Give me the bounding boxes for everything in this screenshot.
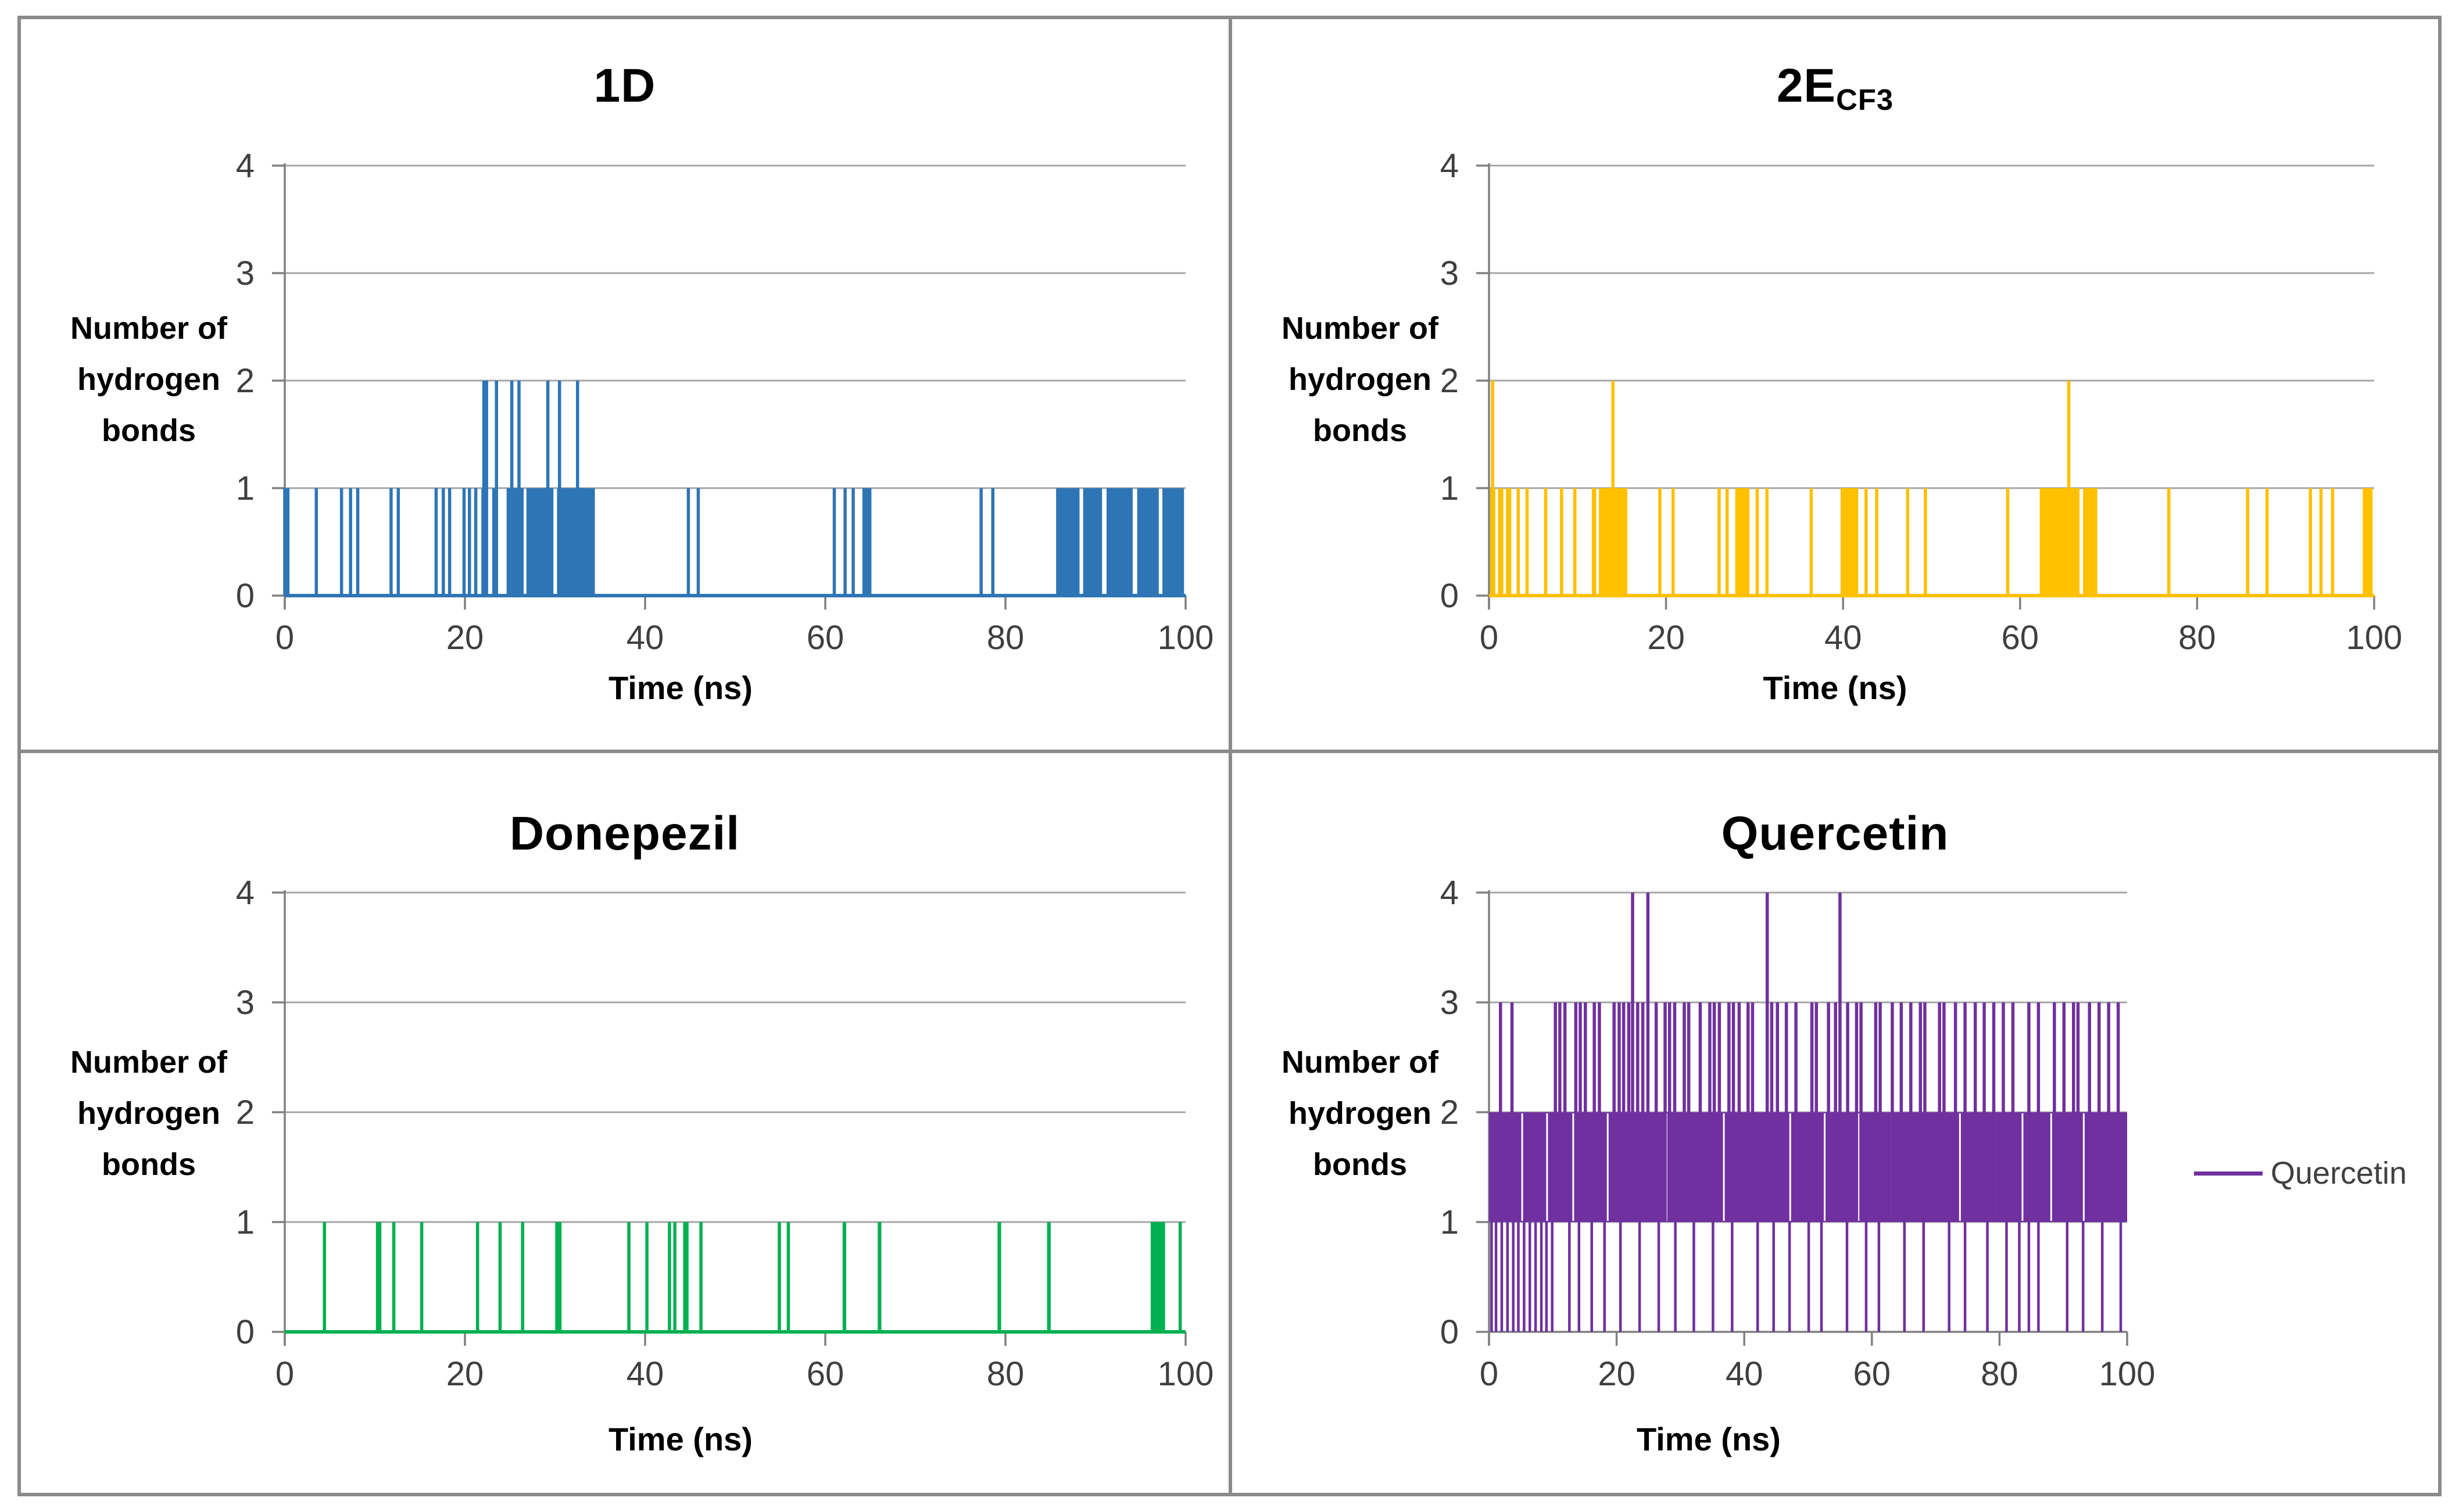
chart-title-text: 2E [1776, 59, 1837, 112]
y-axis-title: Number of hydrogen bonds [1282, 1045, 1438, 1182]
svg-text:1: 1 [1440, 1203, 1459, 1241]
svg-text:0: 0 [236, 577, 255, 615]
legend: Quercetin [2194, 1155, 2407, 1191]
svg-text:80: 80 [1981, 1355, 2018, 1393]
panel-2e-cf3: 0 1 2 3 4 0 20 40 60 80 100 2ECF3 Number of hydrog… [1232, 19, 2438, 750]
chart-title-2e-cf3: 2ECF3 [1232, 59, 2438, 117]
chart-title-text: 1D [593, 59, 656, 112]
svg-text:3: 3 [1440, 984, 1459, 1022]
x-axis-title: Time (ns) [1637, 1421, 1781, 1457]
chart-title-subscript: CF3 [1836, 83, 1894, 117]
svg-text:20: 20 [446, 619, 484, 657]
svg-text:1: 1 [236, 470, 255, 507]
svg-text:2: 2 [236, 1094, 255, 1131]
panel-1d: 0 1 2 3 4 0 20 40 60 80 100 1D Number of hydrogen … [21, 19, 1229, 750]
svg-text:40: 40 [627, 619, 664, 657]
svg-text:40: 40 [1726, 1355, 1763, 1393]
svg-text:40: 40 [1824, 619, 1862, 657]
svg-text:60: 60 [1853, 1355, 1891, 1393]
svg-text:2: 2 [236, 362, 255, 400]
legend-line-swatch [2194, 1171, 2263, 1176]
panel-quercetin: 0 1 2 3 4 0 20 40 60 80 100 Quercetin Number of hy… [1232, 753, 2438, 1493]
svg-text:100: 100 [2099, 1355, 2156, 1393]
svg-text:0: 0 [275, 619, 294, 657]
y-axis-title: Number of hydrogen bonds [70, 311, 227, 448]
panel-divider-vertical [1229, 16, 1232, 1496]
svg-text:100: 100 [1158, 1355, 1214, 1393]
svg-text:4: 4 [1440, 874, 1459, 912]
chart-title-text: Donepezil [509, 807, 740, 860]
chart-title-quercetin: Quercetin [1232, 807, 2438, 865]
svg-text:0: 0 [236, 1313, 255, 1351]
panel-divider-horizontal [17, 750, 2442, 753]
svg-text:80: 80 [2178, 619, 2216, 657]
svg-text:20: 20 [1598, 1355, 1635, 1393]
y-axis-title: Number of hydrogen bonds [1282, 311, 1438, 448]
svg-text:3: 3 [236, 984, 255, 1022]
svg-text:4: 4 [1440, 147, 1459, 185]
svg-text:3: 3 [1440, 255, 1459, 292]
svg-text:20: 20 [446, 1355, 484, 1393]
svg-text:2: 2 [1440, 1094, 1459, 1131]
svg-text:20: 20 [1647, 619, 1685, 657]
svg-text:3: 3 [236, 255, 255, 292]
svg-text:4: 4 [236, 874, 255, 912]
svg-text:0: 0 [275, 1355, 294, 1393]
svg-text:2: 2 [1440, 362, 1459, 400]
y-axis-title: Number of hydrogen bonds [70, 1045, 227, 1182]
x-axis-title: Time (ns) [1763, 669, 1907, 706]
svg-text:0: 0 [1480, 619, 1498, 657]
x-axis-title: Time (ns) [609, 669, 753, 706]
legend-label: Quercetin [2271, 1156, 2407, 1191]
svg-text:60: 60 [807, 619, 844, 657]
svg-text:0: 0 [1440, 577, 1459, 615]
svg-text:1: 1 [1440, 470, 1459, 507]
svg-text:1: 1 [236, 1203, 255, 1241]
svg-text:60: 60 [807, 1355, 844, 1393]
x-axis-title: Time (ns) [609, 1421, 753, 1457]
svg-text:0: 0 [1440, 1313, 1459, 1351]
chart-title-text: Quercetin [1721, 807, 1949, 860]
chart-title-1d: 1D [21, 59, 1229, 117]
svg-text:40: 40 [627, 1355, 664, 1393]
svg-text:4: 4 [236, 147, 255, 185]
svg-text:0: 0 [1480, 1355, 1498, 1393]
svg-text:80: 80 [987, 1355, 1025, 1393]
svg-text:100: 100 [2346, 619, 2403, 657]
chart-title-donepezil: Donepezil [21, 807, 1229, 865]
svg-text:60: 60 [2002, 619, 2039, 657]
svg-text:100: 100 [1158, 619, 1214, 657]
svg-text:80: 80 [987, 619, 1025, 657]
panel-donepezil: 0 1 2 3 4 0 20 40 60 80 100 Donepezil Number of hy… [21, 753, 1229, 1493]
